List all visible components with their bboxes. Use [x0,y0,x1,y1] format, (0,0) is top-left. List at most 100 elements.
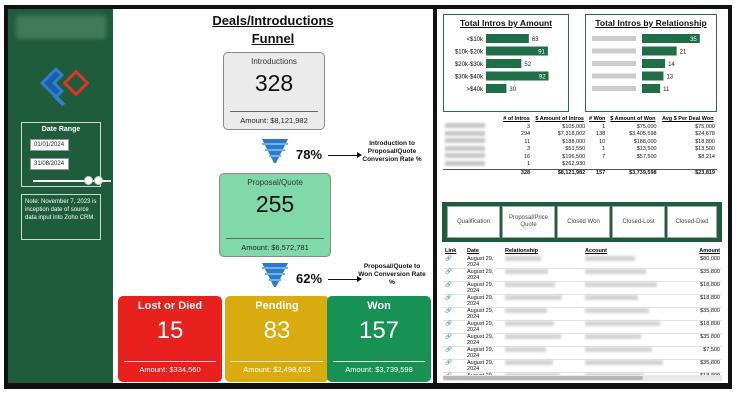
summary-cell: $262,930 [562,161,586,168]
summary-header[interactable]: # Won [589,116,606,122]
deal-row[interactable]: 🔗August 29,2024 $18,800 [443,320,722,334]
col-account[interactable]: Account [585,248,607,254]
deal-row[interactable]: 🔗 August 29, 2024 $35,800 [443,307,722,321]
deal-link-icon[interactable]: 🔗 [443,333,465,347]
summary-cell: 138 [596,131,606,138]
rate1-arrow [328,152,362,158]
deal-link-icon[interactable]: 🔗 [443,256,465,269]
intros-by-relationship-title: Total Intros by Relationship [595,18,707,28]
amount-chart-bar[interactable] [486,59,522,68]
deal-row[interactable]: 🔗 August 29, 2024 $80,000 [443,256,722,269]
lost-card[interactable]: Lost or Died 15 Amount: $334,560 [118,296,222,382]
stage-button-closed-lost[interactable]: Closed-Lost [612,206,665,238]
amount-chart-bar[interactable] [486,71,549,81]
deal-amount: $35,800 [673,333,722,347]
intros-by-amount-chart[interactable]: Total Intros by Amount <$10k 63 $10k-$20k 9… [443,14,569,112]
summary-row[interactable]: 294 $7,318,002 138 $3,405,598 $24,678 [443,130,717,139]
proposal-to-won-rate: 62% [296,271,323,286]
summary-row[interactable]: 16 $196,500 7 $57,500 $8,214 [443,153,717,161]
deal-row[interactable]: 🔗August 29,2024 $18,800 [443,294,722,308]
summary-total-row: 328 $8,121,982 157 $3,739,598 $23,819 [443,168,717,177]
date-range-title: Date Range [41,126,81,133]
summary-row[interactable]: 3 $51,550 1 $13,500 $13,500 [443,145,717,154]
summary-header[interactable]: $ Amount of Won [610,116,656,122]
redacted-relationship [505,256,541,261]
summary-header[interactable]: $ Amount of Intros [535,116,584,122]
summary-cell: $3,405,598 [629,131,657,138]
deal-date: August 29,2024 [465,333,503,347]
redacted-relationship [505,360,553,365]
scrollbar-thumb[interactable] [443,376,643,380]
date-slider-end-handle[interactable] [94,176,103,185]
deal-amount: $18,800 [673,320,722,334]
horizontal-scrollbar[interactable] [443,375,722,381]
won-card[interactable]: Won 157 Amount: $3,739,598 [327,296,431,382]
end-date-input[interactable]: 31/08/2024 [30,158,69,170]
pending-card[interactable]: Pending 83 Amount: $2,498,623 [225,296,329,382]
summary-header[interactable]: # of Intros [503,116,530,122]
summary-row[interactable]: 11 $188,000 10 $188,000 $18,800 [443,138,717,146]
deal-date-line2: 2024 [467,366,480,372]
deal-link-icon[interactable]: 🔗 [443,307,465,321]
summary-cell: 7 [602,153,606,160]
deal-row[interactable]: 🔗 August 29, 2024 $35,800 [443,359,722,373]
deal-row[interactable]: 🔗 August 29, 2024 $7,500 [443,346,722,360]
date-slider-start-handle[interactable] [84,176,93,185]
start-date-input[interactable]: 01/01/2024 [30,139,69,151]
intros-by-relationship-chart[interactable]: Total Intros by Relationship 35 21 14 13 11 [585,14,717,112]
redacted-relationship [505,269,548,274]
deal-date-line1: August 29, [467,321,494,327]
deal-link-icon[interactable]: 🔗 [443,281,465,295]
summary-cell [607,161,658,169]
deal-amount: $18,800 [673,281,722,295]
amount-chart-bar[interactable] [486,34,529,43]
relationship-chart-bar[interactable] [642,59,666,68]
col-date[interactable]: Date [467,248,479,254]
col-relationship[interactable]: Relationship [505,248,539,254]
stage-button-closed-died[interactable]: Closed-Died [667,206,717,238]
deal-row[interactable]: 🔗 August 29, 2024 $35,800 [443,333,722,347]
deal-account [583,256,673,269]
summary-row[interactable]: 3 $105,000 1 $75,000 $75,000 [443,123,717,131]
summary-row[interactable]: 1 $262,930 [443,160,717,169]
relationship-chart-bar[interactable] [642,46,677,56]
relationship-chart-bar[interactable] [642,84,661,93]
redacted-relationship [445,160,485,166]
deal-relationship [503,281,583,295]
relationship-chart-bar[interactable] [642,71,664,81]
relationship-chart-value-label: 13 [666,75,673,81]
redacted-relationship [505,321,554,326]
deal-row[interactable]: 🔗August 29,2024 $18,800 [443,281,722,295]
stage-button-proposal[interactable]: Proposal/Price Quote [502,206,555,238]
summary-cell: 16 [523,153,531,160]
deal-link-icon[interactable]: 🔗 [443,294,465,308]
deal-link-icon[interactable]: 🔗 [443,268,465,282]
deal-account [583,359,673,373]
summary-cell: 1 [527,161,531,168]
summary-cell: $57,500 [636,153,657,160]
relationship-chart-bar[interactable] [642,34,700,43]
amount-chart-value-label: 91 [538,50,545,56]
deal-row[interactable]: 🔗 August 29, 2024 $35,800 [443,268,722,282]
deal-account [583,268,673,282]
deal-date-line2: 2024 [467,301,480,307]
proposal-card[interactable]: Proposal/Quote 255 Amount: $6,572,781 [219,173,331,257]
summary-header[interactable]: Avg $ Per Deal Won [661,116,714,122]
amount-chart-bar[interactable] [486,84,507,93]
summary-cell: 294 [520,131,531,138]
introductions-card[interactable]: Introductions 328 Amount: $8,121,982 [223,52,325,130]
deal-link-icon[interactable]: 🔗 [443,359,465,373]
pending-amount: Amount: $2,498,623 [231,361,323,374]
deal-link-icon[interactable]: 🔗 [443,320,465,334]
summary-cell: 1 [602,123,606,130]
amount-chart-bar[interactable] [486,46,548,56]
date-slider-track[interactable] [33,180,111,182]
deal-amount: $35,800 [673,359,722,373]
col-amount[interactable]: Amount [699,248,720,254]
col-link[interactable]: Link [445,248,457,254]
stage-button-closed-won[interactable]: Closed Won [557,206,610,238]
redacted-relationship [505,347,546,352]
stage-button-qualification[interactable]: Qualification [447,206,500,238]
deal-relationship [503,294,583,308]
deal-link-icon[interactable]: 🔗 [443,346,465,360]
